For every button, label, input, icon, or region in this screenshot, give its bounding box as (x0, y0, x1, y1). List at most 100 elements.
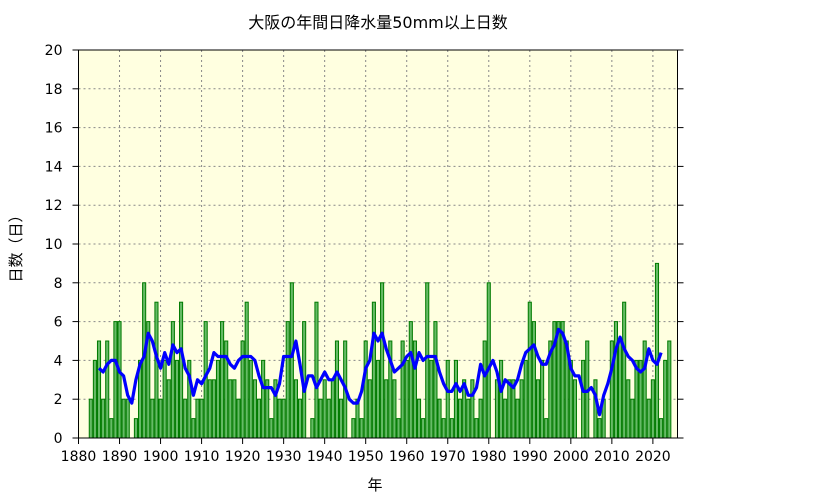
bar-1892 (125, 398, 130, 439)
bar-1905 (179, 301, 184, 439)
x-tick-label: 1980 (471, 449, 507, 465)
bar-1942 (330, 379, 335, 439)
bar-1922 (248, 359, 253, 439)
x-tick-label: 2010 (594, 449, 630, 465)
bar-1930 (281, 398, 286, 439)
bar-1901 (162, 359, 167, 439)
bar-1953 (375, 359, 381, 439)
bar-1969 (441, 418, 446, 439)
bar-1960 (404, 359, 409, 439)
bar-1967 (433, 321, 438, 439)
bar-1934 (297, 398, 303, 439)
x-tick-label: 1950 (348, 449, 384, 465)
y-tick-label: 8 (54, 276, 63, 292)
bar-1961 (408, 321, 413, 439)
bar-1894 (133, 418, 138, 439)
x-tick-label: 1890 (102, 449, 138, 465)
bar-1914 (215, 359, 221, 439)
bar-2007 (597, 418, 602, 439)
y-tick-label: 6 (54, 315, 63, 331)
bar-1966 (429, 359, 434, 439)
bar-1985 (507, 379, 512, 439)
bar-1949 (359, 418, 364, 439)
bar-1972 (453, 359, 459, 439)
bar-1982 (494, 379, 500, 439)
chart-title: 大阪の年間日降水量50mm以上日数 (248, 13, 508, 32)
bar-1990 (527, 301, 532, 439)
bar-1975 (466, 398, 471, 439)
bar-1965 (425, 282, 430, 439)
bar-1904 (174, 359, 180, 439)
bar-1925 (261, 359, 266, 439)
bar-1886 (101, 398, 106, 439)
bar-2022 (659, 418, 664, 439)
y-tick-label: 18 (45, 82, 63, 98)
bar-1913 (211, 379, 216, 439)
bar-1910 (199, 398, 204, 439)
bar-1908 (191, 418, 196, 439)
bar-1917 (228, 379, 233, 439)
bar-1989 (523, 359, 528, 439)
bar-2023 (663, 359, 668, 439)
y-tick-label: 20 (45, 43, 63, 59)
bar-1929 (277, 398, 282, 439)
x-tick-label: 1900 (143, 449, 179, 465)
y-tick-label: 2 (54, 392, 63, 408)
bar-1931 (285, 321, 290, 439)
bar-1887 (105, 340, 110, 439)
bar-1903 (170, 321, 175, 439)
bar-1919 (236, 398, 241, 439)
bar-1977 (474, 418, 479, 439)
bar-1943 (334, 340, 340, 439)
x-tick-label: 1920 (225, 449, 261, 465)
bar-1890 (117, 321, 122, 439)
bar-1883 (88, 398, 93, 439)
bar-1973 (458, 398, 463, 439)
x-tick-label: 2000 (553, 449, 589, 465)
x-tick-label: 1960 (389, 449, 425, 465)
bar-1992 (535, 379, 541, 439)
bar-2016 (634, 359, 639, 439)
bar-1941 (326, 398, 331, 439)
bar-1932 (289, 282, 294, 439)
bar-2014 (626, 379, 631, 439)
bar-1912 (207, 379, 212, 439)
y-tick-label: 4 (54, 353, 63, 369)
bar-1947 (351, 418, 356, 439)
bar-1938 (314, 301, 319, 439)
bar-1918 (232, 379, 237, 439)
bar-1944 (339, 398, 344, 439)
bar-1987 (515, 398, 520, 439)
bar-1939 (318, 398, 323, 439)
bar-1963 (416, 398, 422, 439)
bar-1927 (269, 418, 274, 439)
bar-1955 (384, 379, 389, 439)
x-tick-label: 1930 (266, 449, 302, 465)
bar-1962 (412, 340, 417, 439)
x-tick-label: 1970 (430, 449, 466, 465)
bar-2021 (654, 262, 660, 439)
x-tick-label: 1990 (512, 449, 548, 465)
bar-2013 (622, 301, 627, 439)
bar-1964 (421, 418, 426, 439)
bar-1885 (96, 340, 102, 439)
x-tick-label: 1880 (61, 449, 97, 465)
bar-1951 (367, 379, 372, 439)
bar-1915 (220, 321, 225, 439)
bar-2015 (630, 398, 635, 439)
bar-1978 (478, 398, 483, 439)
bar-1991 (531, 321, 536, 439)
y-tick-label: 16 (45, 121, 63, 137)
bar-1993 (540, 359, 545, 439)
y-axis: 0 2 4 6 8 10 12 14 16 18 20 (45, 43, 684, 447)
bar-1979 (482, 340, 487, 439)
x-tick-label: 1910 (184, 449, 220, 465)
x-tick-label: 2020 (635, 449, 671, 465)
bar-2012 (618, 340, 623, 439)
bar-1988 (519, 379, 524, 439)
bar-1983 (499, 359, 504, 439)
x-tick-label: 1940 (307, 449, 343, 465)
y-tick-label: 12 (45, 198, 63, 214)
bar-1950 (363, 340, 368, 439)
bar-1884 (92, 359, 97, 439)
